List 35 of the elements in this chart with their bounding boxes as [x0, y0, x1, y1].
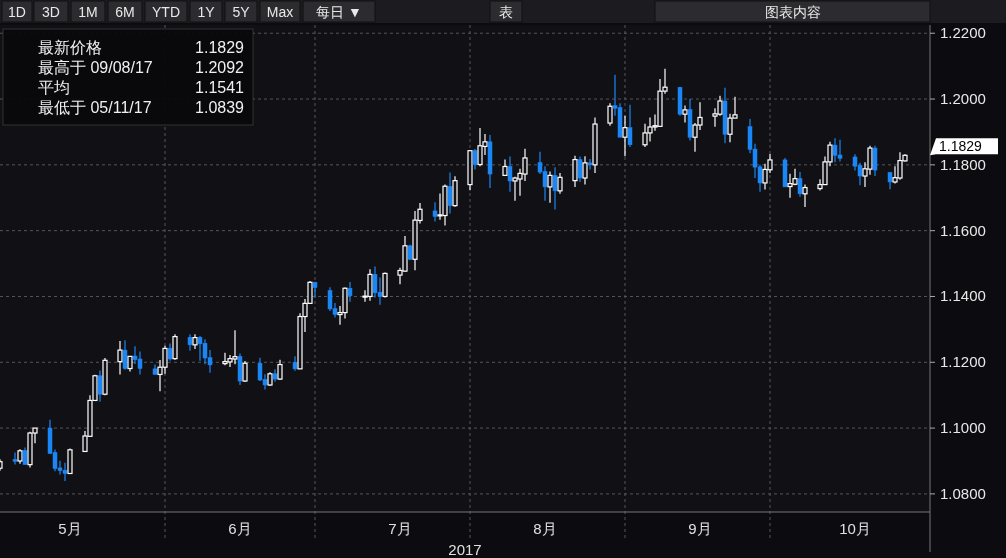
text: 图表内容 [764, 4, 821, 20]
text: 1Y [197, 4, 216, 20]
x-tick-label: 9月 [688, 520, 712, 537]
annotation: 最高于 09/08/17 [38, 59, 153, 76]
text: Max [266, 4, 294, 20]
text: 1D [8, 4, 26, 20]
x-tick-label: 5月 [58, 520, 82, 537]
y-tick-label: 1.2200 [940, 24, 986, 42]
x-tick-label: 7月 [388, 520, 412, 537]
text: 1.1829 [939, 138, 983, 155]
text: 6M [115, 4, 135, 20]
y-tick-label: 1.1000 [940, 419, 986, 437]
y-tick-label: 1.1400 [940, 287, 986, 305]
text: 5Y [232, 4, 251, 20]
text: 表 [499, 4, 513, 20]
annotation: 最低于 05/11/17 [38, 99, 152, 116]
x-tick-label: 6月 [228, 520, 252, 537]
y-tick-label: 1.1800 [940, 155, 986, 173]
text: 1M [78, 4, 98, 20]
y-tick-label: 1.0800 [940, 484, 986, 502]
y-tick-label: 1.1200 [940, 353, 986, 371]
x-tick-label: 10月 [839, 520, 871, 537]
y-tick-label: 1.2000 [940, 90, 986, 108]
x-axis-title: 2017 [448, 541, 482, 558]
x-tick-label: 8月 [533, 520, 557, 537]
text: YTD [152, 4, 180, 20]
y-tick-label: 1.1600 [940, 221, 986, 239]
annotation: 1.2092 [195, 59, 245, 76]
text: 每日 ▼ [316, 4, 362, 20]
annotation: 1.1829 [195, 39, 245, 56]
annotation: 1.0839 [195, 99, 245, 116]
annotation: 平均 [38, 79, 70, 96]
annotation: 1.1541 [195, 79, 245, 96]
text: 3D [42, 4, 60, 20]
annotation: 最新价格 [38, 39, 102, 56]
